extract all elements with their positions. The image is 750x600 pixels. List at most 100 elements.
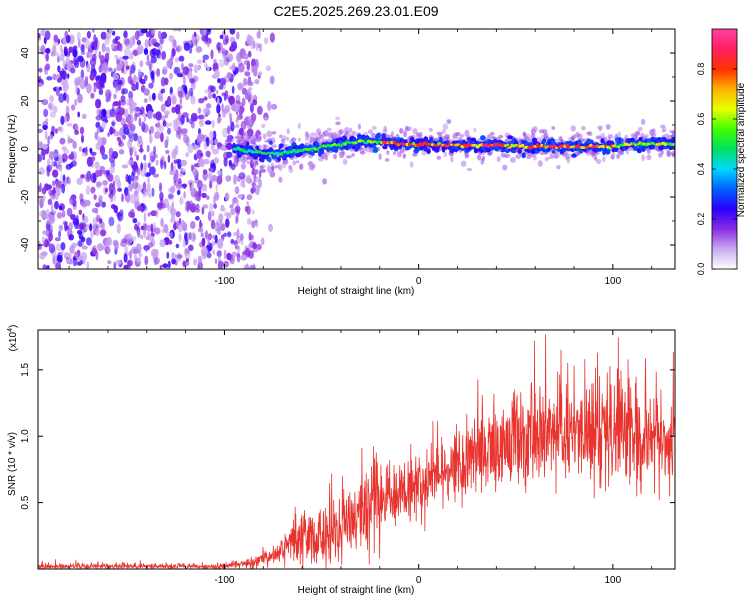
heatmap-noise-cell bbox=[211, 241, 216, 246]
heatmap-ridge-cell bbox=[256, 150, 260, 154]
heatmap-noise-cell bbox=[62, 59, 66, 68]
heatmap-halo-cell bbox=[671, 130, 675, 137]
heatmap-noise-cell bbox=[202, 170, 208, 181]
heatmap-band-cell bbox=[551, 150, 556, 154]
heatmap-noise-cell bbox=[44, 237, 49, 248]
heatmap-noise-cell bbox=[58, 155, 61, 165]
heatmap-noise-cell bbox=[160, 159, 164, 170]
heatmap-noise-cell bbox=[257, 105, 263, 115]
heatmap-band-cell bbox=[541, 138, 547, 144]
heatmap-noise-cell bbox=[247, 50, 252, 58]
heatmap-noise-cell bbox=[169, 207, 177, 216]
heatmap-halo-cell bbox=[286, 137, 290, 141]
heatmap-noise-cell bbox=[162, 120, 167, 127]
heatmap-noise-cell bbox=[52, 259, 56, 265]
heatmap-noise-cell bbox=[63, 46, 68, 51]
heatmap-noise-cell bbox=[146, 31, 150, 38]
heatmap-noise-cell bbox=[109, 186, 115, 191]
heatmap-noise-cell bbox=[260, 237, 265, 246]
heatmap-noise-cell bbox=[145, 244, 148, 253]
heatmap-noise-cell bbox=[136, 39, 142, 46]
spectrogram-x-axis: -100 0 100 bbox=[68, 29, 653, 287]
heatmap-noise-cell bbox=[102, 245, 108, 251]
heatmap-noise-cell bbox=[256, 31, 261, 39]
heatmap-halo-cell bbox=[417, 132, 423, 137]
heatmap-noise-cell bbox=[101, 201, 106, 208]
snr-frame bbox=[37, 329, 676, 570]
colorbar-ticks: 0.0 0.2 0.4 0.6 0.8 bbox=[696, 63, 737, 275]
heatmap-noise-cell bbox=[183, 191, 186, 199]
heatmap-halo-cell bbox=[566, 153, 572, 159]
heatmap-noise-cell bbox=[235, 118, 239, 124]
heatmap-noise-cell bbox=[159, 264, 162, 269]
heatmap-noise-cell bbox=[186, 204, 190, 213]
heatmap-noise-cell bbox=[207, 29, 211, 32]
heatmap-noise-cell bbox=[158, 182, 163, 192]
heatmap-noise-cell bbox=[190, 184, 195, 193]
heatmap-noise-cell bbox=[123, 30, 128, 39]
heatmap-noise-cell bbox=[197, 142, 201, 148]
heatmap-halo-cell bbox=[660, 149, 664, 155]
heatmap-noise-cell bbox=[86, 261, 90, 269]
x-tick-label: -100 bbox=[214, 276, 234, 287]
heatmap-noise-cell bbox=[101, 120, 107, 130]
spectrogram-ridge-cells bbox=[230, 116, 675, 185]
heatmap-noise-cell bbox=[205, 103, 212, 109]
heatmap-noise-cell bbox=[54, 128, 59, 134]
heatmap-noise-cell bbox=[144, 38, 149, 49]
heatmap-noise-cell bbox=[82, 113, 87, 119]
heatmap-halo-cell bbox=[459, 134, 465, 138]
heatmap-noise-cell bbox=[140, 78, 146, 85]
heatmap-band-cell bbox=[531, 137, 538, 143]
heatmap-noise-cell bbox=[232, 62, 236, 72]
heatmap-noise-cell bbox=[51, 125, 56, 133]
heatmap-noise-cell bbox=[94, 47, 98, 56]
heatmap-halo-cell bbox=[344, 127, 350, 134]
heatmap-noise-cell bbox=[115, 259, 122, 266]
heatmap-halo-cell bbox=[240, 132, 247, 136]
heatmap-noise-cell bbox=[178, 55, 185, 62]
heatmap-halo-cell bbox=[367, 129, 374, 134]
heatmap-halo-cell bbox=[282, 135, 287, 141]
heatmap-noise-cell bbox=[269, 75, 275, 85]
heatmap-noise-cell bbox=[204, 120, 212, 125]
heatmap-noise-cell bbox=[63, 252, 71, 260]
heatmap-noise-cell bbox=[114, 240, 119, 251]
heatmap-halo-cell bbox=[310, 132, 316, 136]
heatmap-noise-cell bbox=[100, 31, 107, 40]
heatmap-band-cell bbox=[320, 148, 325, 155]
heatmap-noise-cell bbox=[107, 247, 111, 254]
heatmap-noise-cell bbox=[230, 121, 235, 132]
heatmap-noise-cell bbox=[42, 124, 48, 131]
heatmap-halo-cell bbox=[637, 127, 643, 131]
heatmap-noise-cell bbox=[118, 149, 125, 155]
heatmap-noise-cell bbox=[89, 223, 93, 232]
heatmap-noise-cell bbox=[134, 30, 140, 41]
heatmap-halo-cell bbox=[537, 160, 543, 167]
heatmap-noise-cell bbox=[132, 218, 138, 224]
heatmap-ridge-cell bbox=[405, 142, 409, 147]
heatmap-noise-cell bbox=[197, 115, 204, 120]
heatmap-noise-cell bbox=[211, 210, 215, 217]
heatmap-noise-cell bbox=[237, 82, 244, 91]
heatmap-noise-cell bbox=[155, 159, 159, 166]
heatmap-halo-cell bbox=[255, 130, 262, 138]
heatmap-halo-cell bbox=[643, 134, 650, 138]
heatmap-noise-cell bbox=[229, 46, 236, 52]
heatmap-noise-cell bbox=[143, 229, 147, 239]
heatmap-noise-cell bbox=[197, 227, 204, 233]
heatmap-noise-cell bbox=[76, 177, 83, 185]
heatmap-halo-cell bbox=[496, 156, 501, 163]
heatmap-noise-cell bbox=[94, 202, 101, 208]
heatmap-halo-cell bbox=[324, 155, 329, 161]
heatmap-noise-cell bbox=[175, 172, 179, 181]
heatmap-noise-cell bbox=[254, 184, 260, 195]
heatmap-halo-cell bbox=[661, 129, 666, 133]
heatmap-noise-cell bbox=[43, 108, 49, 118]
heatmap-noise-cell bbox=[243, 53, 249, 60]
heatmap-noise-cell bbox=[246, 89, 251, 100]
heatmap-noise-cell bbox=[116, 223, 121, 234]
heatmap-noise-cell bbox=[129, 208, 135, 219]
heatmap-noise-cell bbox=[120, 95, 126, 103]
spectrogram-x-label: Height of straight line (km) bbox=[298, 286, 415, 297]
